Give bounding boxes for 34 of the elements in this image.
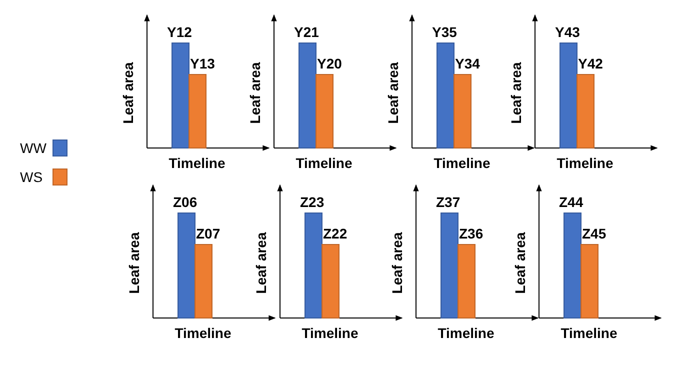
annotation: Z22 bbox=[323, 226, 348, 242]
text: Y21 bbox=[294, 24, 320, 40]
y-axis-title: Leaf area bbox=[120, 62, 136, 124]
annotation: Z45 bbox=[582, 226, 606, 242]
x-axis-title: Timeline bbox=[168, 155, 226, 171]
text: Z37 bbox=[436, 194, 460, 210]
x-axis-title: Timeline bbox=[438, 325, 494, 341]
x-axis-title: Timeline bbox=[302, 325, 358, 341]
x-axis-title: Timeline bbox=[560, 325, 618, 341]
text: Z44 bbox=[559, 194, 584, 210]
y-axis-title: Leaf area bbox=[512, 232, 528, 294]
annotation: Y42 bbox=[578, 56, 604, 72]
text: Y12 bbox=[167, 24, 192, 40]
y-axis-title: Leaf area bbox=[389, 232, 405, 294]
text: Y35 bbox=[432, 24, 458, 40]
annotation: Z07 bbox=[196, 226, 220, 242]
y-axis-title: Leaf area bbox=[508, 62, 524, 124]
annotation: Y34 bbox=[455, 56, 480, 72]
y-axis-title: Leaf area bbox=[247, 62, 263, 124]
annotation: Z36 bbox=[459, 226, 484, 242]
y-axis-title: Leaf area bbox=[126, 232, 142, 294]
text: Z06 bbox=[173, 194, 198, 210]
x-axis-title: Timeline bbox=[296, 155, 352, 171]
x-axis-title: Timeline bbox=[174, 325, 232, 341]
text: Z23 bbox=[300, 194, 324, 210]
text: Y43 bbox=[555, 24, 580, 40]
legend-label: WS bbox=[20, 169, 43, 185]
x-axis-title: Timeline bbox=[434, 155, 490, 171]
x-axis-title: Timeline bbox=[556, 155, 614, 171]
y-axis-title: Leaf area bbox=[385, 62, 401, 124]
y-axis-title: Leaf area bbox=[253, 232, 269, 294]
annotation: Y20 bbox=[317, 56, 342, 72]
legend-label: WW bbox=[20, 140, 48, 156]
annotation: Y13 bbox=[190, 56, 216, 72]
